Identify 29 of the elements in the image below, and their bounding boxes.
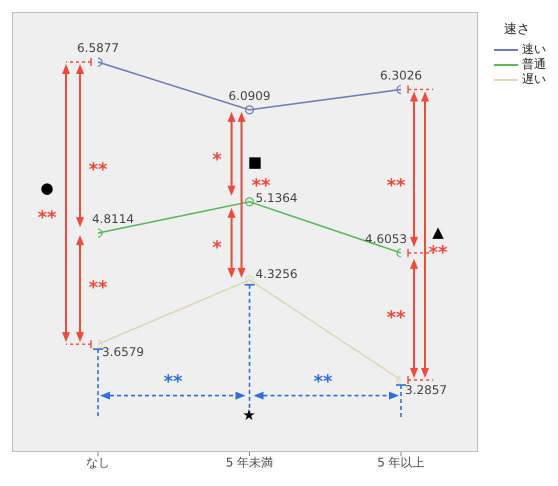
text: ★ [242, 406, 256, 424]
data-label: 4.3256 [256, 266, 298, 281]
data-label: 3.2857 [405, 383, 447, 397]
annotation: * [212, 150, 222, 170]
data-label: 6.5877 [77, 41, 119, 55]
annotation: ■ [248, 153, 262, 171]
x-tick-label: なし [86, 456, 110, 470]
data-label: 6.3026 [380, 68, 422, 82]
legend-label: 遅い [522, 71, 546, 88]
annotation: ▲ [432, 223, 444, 241]
x-tick-label: 5 年以上 [377, 456, 425, 470]
legend-title: 速さ [503, 21, 531, 38]
legend-label: 速い [522, 41, 546, 58]
data-label: 3.6579 [102, 345, 144, 360]
annotation: ● [40, 179, 54, 197]
annotation: ** [386, 308, 406, 328]
legend-label: 普通 [522, 56, 546, 73]
annotation: ** [88, 160, 108, 180]
annotation: ** [428, 242, 448, 264]
annotation: ** [164, 372, 183, 392]
annotation: ** [386, 176, 406, 196]
annotation: * [212, 238, 222, 258]
x-tick-label: 5 年未満 [226, 456, 274, 470]
annotation: ** [314, 372, 333, 392]
data-label: 6.0909 [228, 88, 270, 103]
annotation: ** [38, 208, 57, 228]
data-label: 4.8114 [92, 212, 134, 226]
annotation: ** [88, 278, 108, 298]
data-label: 4.6053 [365, 232, 407, 246]
